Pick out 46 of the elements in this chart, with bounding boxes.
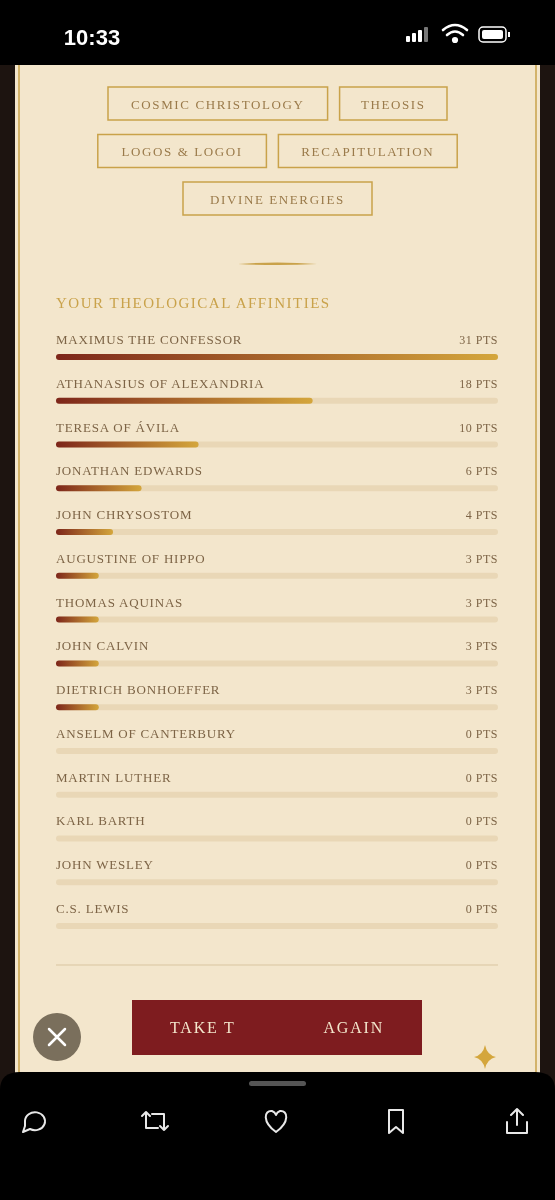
bar xyxy=(56,660,99,667)
data-label: 31 PTS xyxy=(459,333,498,347)
y-tick-label: JOHN CALVIN xyxy=(56,638,150,654)
data-label: 6 PTS xyxy=(465,464,498,479)
y-tick-label: JOHN CHRYSOSTOM xyxy=(56,507,193,523)
data-label: 18 PTS xyxy=(459,376,498,391)
data-label: 3 PTS xyxy=(465,551,498,566)
bar xyxy=(56,354,498,360)
text: COSMIC CHRISTOLOGY xyxy=(131,96,305,112)
text: RECAPITULATION xyxy=(301,144,435,159)
y-tick-label: MARTIN LUTHER xyxy=(56,769,172,785)
data-label: 0 PTS xyxy=(465,814,498,829)
text: AGAIN xyxy=(323,1019,384,1036)
text: TAKE T xyxy=(170,1019,236,1036)
chart-title: YOUR THEOLOGICAL AFFINITIES xyxy=(56,295,331,311)
bar xyxy=(56,397,313,404)
data-label: 0 PTS xyxy=(465,858,498,873)
bar xyxy=(56,529,114,536)
y-tick-label: AUGUSTINE OF HIPPO xyxy=(56,550,206,566)
bar xyxy=(56,441,199,448)
data-label: 10 PTS xyxy=(459,420,498,435)
bar xyxy=(56,572,99,579)
data-label: 0 PTS xyxy=(465,726,498,741)
data-label: 3 PTS xyxy=(465,683,498,698)
y-tick-label: ANSELM OF CANTERBURY xyxy=(56,725,236,741)
data-label: 3 PTS xyxy=(465,595,498,610)
data-label: 3 PTS xyxy=(465,639,498,654)
y-tick-label: MAXIMUS THE CONFESSOR xyxy=(56,332,243,347)
y-tick-label: KARL BARTH xyxy=(56,813,146,829)
text: 10:33 xyxy=(63,25,121,50)
y-tick-label: JOHN WESLEY xyxy=(56,857,154,873)
y-tick-label: DIETRICH BONHOEFFER xyxy=(56,682,221,698)
text: DIVINE ENERGIES xyxy=(210,191,345,207)
text: LOGOS & LOGOI xyxy=(121,144,243,159)
y-tick-label: TERESA OF ÁVILA xyxy=(56,419,180,435)
bar xyxy=(56,616,99,623)
text: THEOSIS xyxy=(360,96,426,112)
y-tick-label: C.S. LEWIS xyxy=(56,901,130,917)
y-tick-label: ATHANASIUS OF ALEXANDRIA xyxy=(56,375,265,391)
y-tick-label: JONATHAN EDWARDS xyxy=(56,463,203,479)
data-label: 0 PTS xyxy=(465,770,498,785)
bar xyxy=(56,485,142,492)
bar xyxy=(56,704,99,711)
y-tick-label: THOMAS AQUINAS xyxy=(56,594,184,610)
data-label: 4 PTS xyxy=(465,508,498,523)
data-label: 0 PTS xyxy=(465,902,498,917)
